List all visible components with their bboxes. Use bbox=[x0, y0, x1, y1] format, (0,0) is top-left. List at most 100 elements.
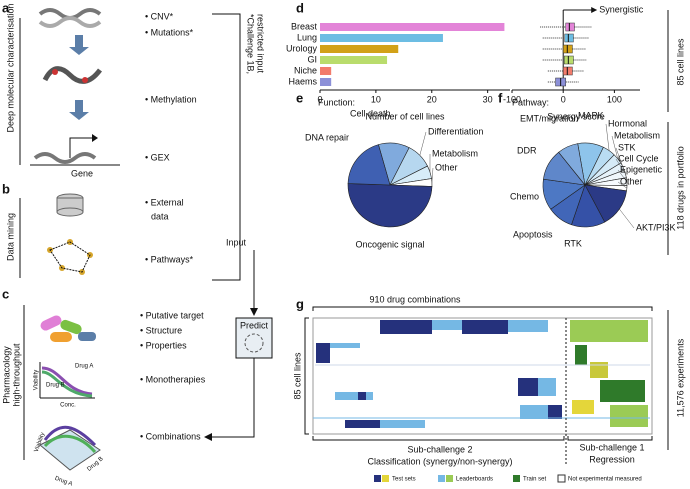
arrowhead bbox=[204, 433, 212, 441]
slice-label: Apoptosis bbox=[513, 229, 553, 239]
legend-label: Not experimental measured bbox=[568, 477, 642, 483]
slice-label: Epigenetic bbox=[620, 164, 663, 174]
x-tick-label: 30 bbox=[483, 94, 493, 104]
label: Sub-challenge 2 bbox=[407, 444, 472, 454]
pie-title: Pathway: bbox=[512, 97, 549, 107]
item: data bbox=[151, 211, 169, 221]
bar bbox=[320, 34, 443, 42]
icon-label: Conc. bbox=[60, 403, 76, 409]
section-label: Data mining bbox=[5, 213, 15, 261]
label: Sub-challenge 1 bbox=[579, 442, 644, 452]
label: Input bbox=[226, 237, 247, 247]
legend-label: Train set bbox=[523, 477, 546, 483]
legend bbox=[374, 474, 566, 483]
bar bbox=[320, 78, 332, 86]
leader-line bbox=[615, 147, 623, 167]
item: • Structure bbox=[140, 325, 182, 335]
slice-label: Oncogenic signal bbox=[355, 239, 424, 249]
slice-label: MAPK bbox=[578, 110, 604, 120]
bracket bbox=[567, 436, 653, 441]
gear-icon bbox=[244, 333, 264, 353]
section-label: Pharmacology bbox=[1, 346, 11, 404]
pie-title: Function: bbox=[318, 97, 355, 107]
slice-label: Cell death bbox=[350, 108, 391, 118]
item: • Putative target bbox=[140, 310, 204, 320]
icon-label: Drug B bbox=[46, 383, 65, 389]
legend-label: Test sets bbox=[392, 477, 416, 483]
slice-label: DDR bbox=[517, 145, 537, 155]
note: *Challenge 1B, bbox=[246, 14, 256, 74]
panel-letter: d bbox=[296, 0, 304, 15]
pie-slice bbox=[347, 144, 391, 186]
slice-label: RTK bbox=[564, 238, 582, 248]
slice-label: Differentiation bbox=[428, 126, 483, 136]
side-label: 85 cell lines bbox=[675, 38, 685, 86]
box bbox=[562, 66, 573, 76]
slice-label: Cell Cycle bbox=[618, 153, 659, 163]
leader-line bbox=[611, 135, 618, 159]
box bbox=[562, 44, 573, 54]
item: • Mutations* bbox=[145, 27, 194, 37]
x-axis-label: Synergy score bbox=[547, 111, 605, 121]
bar bbox=[320, 56, 388, 64]
slice-label: Other bbox=[435, 162, 458, 172]
x-tick-label: -100 bbox=[503, 94, 521, 104]
arrow bbox=[210, 358, 255, 438]
pill-icon bbox=[39, 315, 101, 471]
leader-line bbox=[615, 158, 626, 174]
icon-label: Viability bbox=[34, 370, 40, 391]
label: 910 drug combinations bbox=[369, 294, 461, 304]
y-tick-label: Breast bbox=[291, 21, 318, 31]
icon-label: Drug A bbox=[54, 476, 73, 488]
axis-label: Gene bbox=[71, 168, 93, 178]
panel-letter: e bbox=[296, 90, 303, 105]
y-tick-label: Niche bbox=[294, 65, 317, 75]
slice-label: STK bbox=[618, 142, 636, 152]
slice-label: Metabolism bbox=[432, 148, 478, 158]
box bbox=[565, 22, 575, 32]
item: • Methylation bbox=[145, 94, 197, 104]
slice-label: Hormonal bbox=[608, 118, 647, 128]
bracket bbox=[312, 306, 653, 311]
dna-icon bbox=[30, 8, 120, 166]
panel-letter: c bbox=[2, 286, 9, 301]
y-tick-label: Lung bbox=[297, 32, 317, 42]
bar bbox=[320, 67, 332, 75]
item: • Properties bbox=[140, 340, 187, 350]
panel-letter: b bbox=[2, 181, 10, 196]
slice-label: Other bbox=[620, 176, 643, 186]
pie-slice bbox=[558, 143, 586, 186]
slice-label: AKT/PI3K bbox=[636, 222, 676, 232]
bracket bbox=[212, 13, 241, 281]
slice-label: DNA repair bbox=[305, 132, 349, 142]
leader-line bbox=[605, 123, 610, 151]
side-label: 11,576 experiments bbox=[675, 338, 685, 417]
item: • Pathways* bbox=[145, 254, 194, 264]
box bbox=[563, 55, 574, 65]
item: • External bbox=[145, 197, 184, 207]
label: Classification (synergy/non-synergy) bbox=[367, 456, 512, 466]
slice-label: Metabolism bbox=[614, 130, 660, 140]
arrowhead bbox=[250, 308, 258, 316]
item: • Combinations bbox=[140, 431, 201, 441]
label: Predict bbox=[240, 320, 269, 330]
bracket bbox=[312, 436, 565, 441]
box bbox=[564, 33, 574, 43]
x-tick-label: 0 bbox=[317, 94, 322, 104]
leader-line bbox=[619, 208, 635, 229]
panel-letter: g bbox=[296, 296, 304, 311]
section-label: high-throughput bbox=[11, 343, 21, 407]
leader-line bbox=[431, 167, 434, 183]
panel-letter: a bbox=[2, 0, 10, 15]
y-tick-label: GI bbox=[307, 54, 317, 64]
x-tick-label: 20 bbox=[427, 94, 437, 104]
bracket bbox=[304, 317, 309, 435]
x-tick-label: 0 bbox=[561, 94, 566, 104]
legend-label: Leaderboards bbox=[456, 477, 493, 483]
section-label: Deep molecular characterisation bbox=[5, 3, 15, 132]
item: • GEX bbox=[145, 152, 170, 162]
side-label: 118 drugs in portfolio bbox=[675, 146, 685, 229]
icon-label: Drug A bbox=[75, 364, 93, 370]
x-axis-label: Number of cell lines bbox=[365, 111, 445, 121]
